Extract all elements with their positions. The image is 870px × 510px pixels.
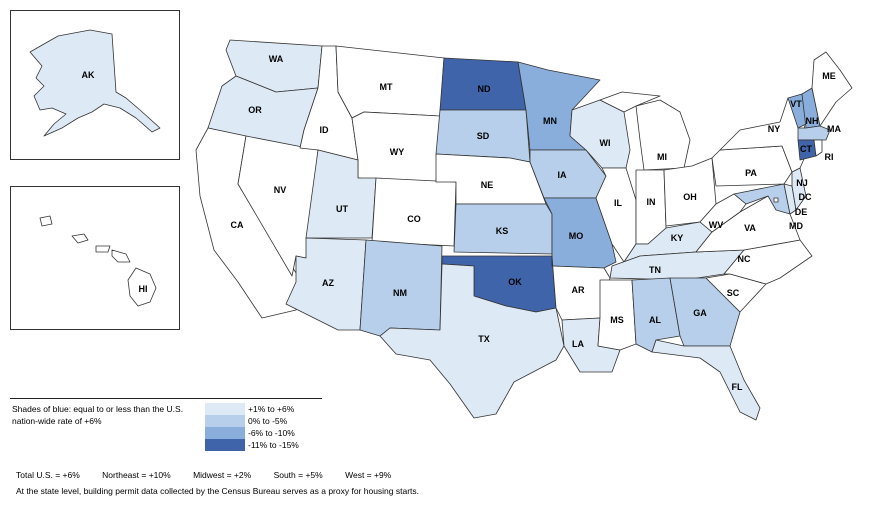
state-label-ri: RI <box>825 152 834 162</box>
state-label-ca: CA <box>231 220 244 230</box>
state-label-va: VA <box>744 223 756 233</box>
state-label-wy: WY <box>390 147 405 157</box>
state-label-ma: MA <box>827 124 841 134</box>
state-label-ar: AR <box>572 285 585 295</box>
state-label-az: AZ <box>322 278 334 288</box>
state-label-nm: NM <box>393 288 407 298</box>
state-shape-co[interactable] <box>371 177 457 247</box>
state-label-in: IN <box>647 197 656 207</box>
state-label-nj: NJ <box>796 178 808 188</box>
state-label-nc: NC <box>738 254 751 264</box>
state-shape-dc[interactable] <box>773 197 779 203</box>
state-label-de: DE <box>795 207 808 217</box>
state-label-tn: TN <box>649 265 661 275</box>
legend-title: Shades of blue: equal to or less than th… <box>12 404 184 426</box>
state-label-sd: SD <box>477 131 490 141</box>
michigan-upper-peninsula-shape <box>599 91 661 113</box>
state-label-md: MD <box>789 221 803 231</box>
state-label-ga: GA <box>693 308 707 318</box>
state-label-vt: VT <box>790 99 802 109</box>
legend-item: +1% to +6% <box>205 403 299 415</box>
state-label-or: OR <box>248 105 262 115</box>
state-shape-ma[interactable] <box>797 125 831 141</box>
state-shape-me[interactable] <box>811 51 853 127</box>
total-midwest: Midwest = +2% <box>193 470 252 480</box>
state-label-nv: NV <box>274 185 287 195</box>
state-shape-va[interactable] <box>695 195 801 253</box>
state-label-al: AL <box>649 315 661 325</box>
state-label-wv: WV <box>709 220 724 230</box>
state-label-wa: WA <box>269 54 284 64</box>
legend-swatch <box>205 403 245 415</box>
state-label-ok: OK <box>508 277 522 287</box>
state-label-hi: HI <box>139 284 148 294</box>
footnote: At the state level, building permit data… <box>16 486 420 496</box>
state-label-me: ME <box>822 71 836 81</box>
state-label-ct: CT <box>800 144 812 154</box>
state-label-mt: MT <box>380 82 393 92</box>
hawaii-island-shape <box>95 245 111 253</box>
legend-item: -6% to -10% <box>205 427 299 439</box>
state-label-la: LA <box>572 339 584 349</box>
state-label-nh: NH <box>806 116 819 126</box>
hawaii-island-shape <box>111 249 131 263</box>
legend-label: -6% to -10% <box>248 428 295 438</box>
state-label-fl: FL <box>732 382 743 392</box>
state-label-mi: MI <box>657 152 667 162</box>
state-label-wi: WI <box>600 138 611 148</box>
state-label-pa: PA <box>745 168 757 178</box>
legend-item: 0% to -5% <box>205 415 299 427</box>
state-label-ny: NY <box>768 124 781 134</box>
legend-swatch <box>205 439 245 451</box>
legend-label: -11% to -15% <box>248 440 299 450</box>
state-shape-ri[interactable] <box>813 139 823 157</box>
hawaii-island-shape <box>39 215 53 227</box>
state-label-ms: MS <box>610 315 624 325</box>
total-south: South = +5% <box>273 470 323 480</box>
state-label-mo: MO <box>569 231 584 241</box>
state-label-ia: IA <box>558 170 568 180</box>
legend-swatch <box>205 415 245 427</box>
hawaii-inset-frame <box>10 186 180 330</box>
state-label-tx: TX <box>478 334 490 344</box>
state-shape-fl[interactable] <box>651 339 761 421</box>
state-shape-pa[interactable] <box>711 145 793 187</box>
total-us: Total U.S. = +6% <box>16 470 80 480</box>
state-shape-mi[interactable] <box>635 99 691 171</box>
state-label-ut: UT <box>336 204 348 214</box>
state-label-co: CO <box>407 214 421 224</box>
regional-totals: Total U.S. = +6% Northeast = +10% Midwes… <box>16 470 411 480</box>
state-shape-tx[interactable] <box>379 263 565 419</box>
state-label-nd: ND <box>478 84 491 94</box>
state-label-dc: DC <box>799 192 812 202</box>
legend-item: -11% to -15% <box>205 439 299 451</box>
legend-divider <box>10 398 322 399</box>
state-label-oh: OH <box>683 192 697 202</box>
state-shape-ak[interactable] <box>29 29 161 137</box>
state-label-ky: KY <box>671 233 684 243</box>
legend-swatch <box>205 427 245 439</box>
state-label-ne: NE <box>481 180 494 190</box>
total-northeast: Northeast = +10% <box>102 470 171 480</box>
state-shape-hi[interactable] <box>127 267 157 307</box>
legend-scale: +1% to +6% 0% to -5% -6% to -10% -11% to… <box>205 403 299 451</box>
total-west: West = +9% <box>345 470 392 480</box>
state-label-il: IL <box>614 198 623 208</box>
legend-label: +1% to +6% <box>248 404 295 414</box>
state-label-ks: KS <box>496 226 509 236</box>
state-label-sc: SC <box>727 288 740 298</box>
state-label-ak: AK <box>82 70 95 80</box>
hawaii-island-shape <box>71 233 89 244</box>
state-label-mn: MN <box>543 116 557 126</box>
legend-label: 0% to -5% <box>248 416 288 426</box>
state-label-id: ID <box>320 125 330 135</box>
